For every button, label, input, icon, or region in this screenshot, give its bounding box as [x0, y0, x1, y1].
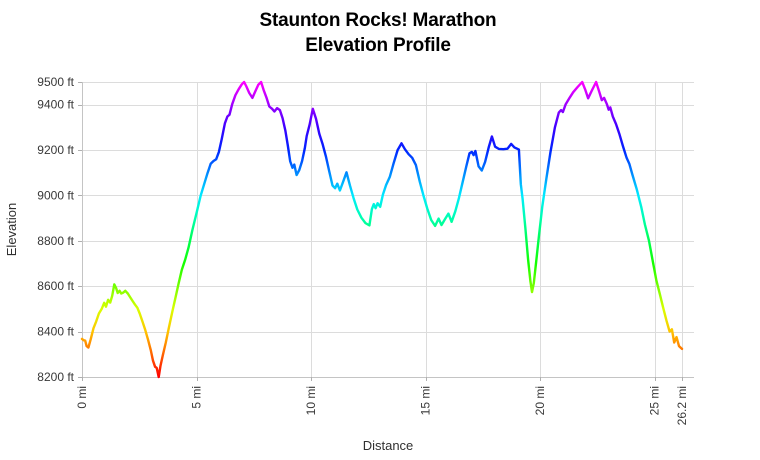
gridlines [82, 82, 694, 378]
x-tick-label: 5 mi [190, 386, 204, 409]
y-tick-label: 8800 ft [37, 234, 74, 248]
chart-title-block: Staunton Rocks! Marathon Elevation Profi… [0, 8, 756, 58]
chart-subtitle: Elevation Profile [305, 35, 451, 56]
y-axis-title: Elevation [4, 203, 19, 256]
y-tick-label: 9500 ft [37, 75, 74, 89]
chart-title: Staunton Rocks! Marathon [259, 10, 497, 31]
y-tick-label: 9400 ft [37, 98, 74, 112]
axes [78, 82, 694, 381]
x-tick-label: 25 mi [648, 386, 662, 415]
y-tick-label: 9200 ft [37, 143, 74, 157]
elevation-line [80, 80, 684, 379]
x-tick-label: 0 mi [75, 386, 89, 409]
x-tick-label: 26.2 mi [675, 386, 689, 425]
y-tick-label: 9000 ft [37, 188, 74, 202]
y-tick-label: 8400 ft [37, 325, 74, 339]
x-tick-label: 15 mi [419, 386, 433, 415]
x-axis-title: Distance [363, 438, 414, 453]
x-tick-label: 10 mi [304, 386, 318, 415]
x-tick-label: 20 mi [533, 386, 547, 415]
tick-labels: 8200 ft 8400 ft 8600 ft 8800 ft 9000 ft 9200 … [37, 75, 689, 425]
y-tick-label: 8200 ft [37, 370, 74, 384]
y-tick-label: 8600 ft [37, 279, 74, 293]
